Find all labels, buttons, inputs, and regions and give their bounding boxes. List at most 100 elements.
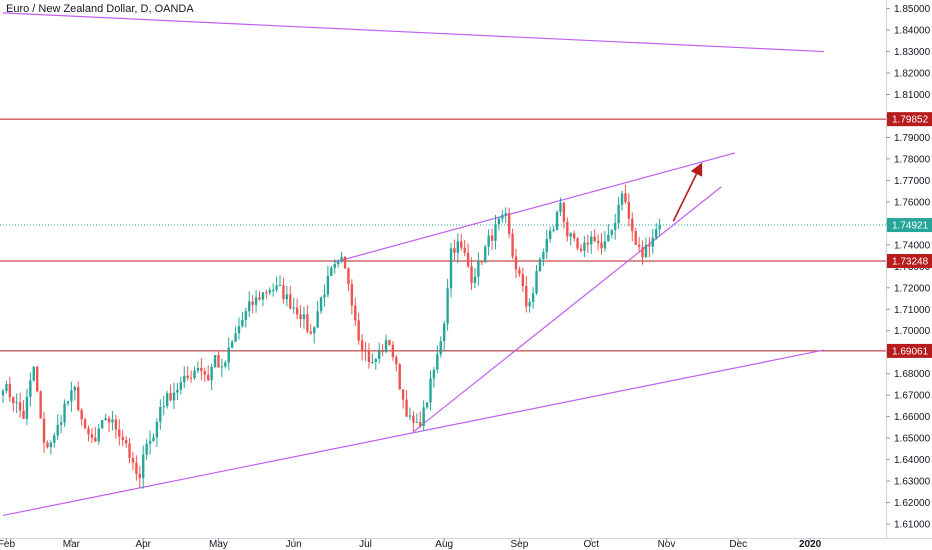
candle-body [220, 366, 224, 368]
candle-body [289, 294, 292, 309]
candle-body [138, 473, 141, 479]
candle-body [562, 202, 566, 222]
candle-body [230, 341, 234, 348]
candle-body [456, 241, 460, 253]
x-tick-label: Jul [359, 539, 372, 550]
candle-body [248, 301, 251, 312]
y-tick-label: 1.67000 [894, 391, 931, 402]
candle-body [555, 211, 559, 230]
candle-body [545, 238, 548, 253]
candle-body [507, 213, 511, 234]
trendline [2, 12, 824, 53]
candle-body [367, 350, 371, 363]
candle-body [172, 392, 176, 401]
candle-body [442, 323, 446, 342]
candle-body [22, 410, 25, 419]
candle-body [572, 233, 576, 239]
candle-body [97, 428, 100, 442]
x-tick-label: May [209, 539, 228, 550]
candle-body [241, 319, 244, 327]
candle-body [531, 293, 535, 302]
candle-body [183, 375, 186, 383]
candle-body [104, 418, 107, 420]
candle-body [90, 434, 94, 438]
candle-body [124, 440, 128, 444]
candle-body [644, 244, 648, 258]
candle-body [511, 233, 514, 257]
y-tick-label: 1.71000 [894, 305, 931, 316]
candle-body [66, 401, 70, 404]
candle-body [316, 311, 319, 328]
candle-body [8, 384, 12, 398]
candle-body [73, 386, 77, 391]
candle-body [586, 242, 590, 245]
candle-body [193, 370, 196, 379]
candle-body [484, 246, 487, 263]
candle-body [46, 442, 49, 448]
candle-body [343, 256, 347, 269]
candle-body [261, 292, 265, 300]
candle-body [5, 384, 8, 391]
candle-body [497, 218, 501, 225]
candle-body [306, 314, 309, 332]
candle-body [494, 224, 497, 241]
candle-body [641, 246, 644, 258]
candle-body [518, 269, 521, 275]
candle-body [302, 314, 306, 320]
candle-body [391, 344, 395, 358]
last-price-label-bg [887, 218, 932, 233]
y-tick-label: 1.65000 [894, 434, 931, 445]
candle-body [336, 260, 340, 265]
candle-body [285, 294, 289, 300]
candle-body [299, 314, 302, 320]
candle-body [292, 307, 295, 309]
candle-body [155, 421, 159, 438]
candle-body [658, 225, 661, 230]
candle-body [234, 333, 237, 342]
candle-body [36, 366, 39, 392]
candle-body [340, 256, 343, 261]
y-tick-label: 1.84000 [894, 26, 931, 37]
candle-body [637, 244, 641, 247]
candle-body [80, 410, 83, 420]
level-price-label-bg [887, 112, 932, 127]
candle-body [408, 415, 412, 417]
candle-body [15, 402, 18, 404]
candle-body [648, 244, 651, 247]
candle-body [374, 358, 377, 363]
candle-body [189, 377, 193, 379]
candle-body [613, 223, 617, 231]
candle-body [384, 340, 388, 353]
y-tick-label: 1.63000 [894, 477, 931, 488]
candle-body [405, 399, 408, 417]
candle-body [607, 234, 610, 242]
candle-body [460, 241, 463, 248]
candle-body [107, 418, 111, 423]
candle-body [87, 428, 90, 435]
candle-body [624, 193, 627, 202]
candle-body [278, 285, 282, 287]
y-tick-label: 1.81000 [894, 90, 931, 101]
x-tick-label: Jun [286, 539, 302, 550]
candle-body [569, 233, 572, 237]
candle-body [453, 248, 456, 253]
candle-body [528, 301, 531, 307]
candle-body [566, 221, 569, 237]
candle-body [207, 374, 210, 381]
x-tick-label: Aug [435, 539, 453, 550]
candle-body [152, 437, 155, 442]
y-tick-label: 1.72000 [894, 283, 931, 294]
candle-body [432, 369, 436, 379]
candle-body [39, 391, 42, 419]
candle-body [145, 443, 148, 455]
candle-body [131, 457, 135, 463]
candle-body [436, 354, 439, 370]
candle-body [29, 380, 32, 397]
candle-body [83, 419, 87, 429]
candle-body [603, 241, 607, 249]
candle-body [364, 350, 367, 352]
candle-body [210, 366, 213, 381]
candle-body [439, 341, 442, 355]
candle-body [347, 268, 350, 285]
